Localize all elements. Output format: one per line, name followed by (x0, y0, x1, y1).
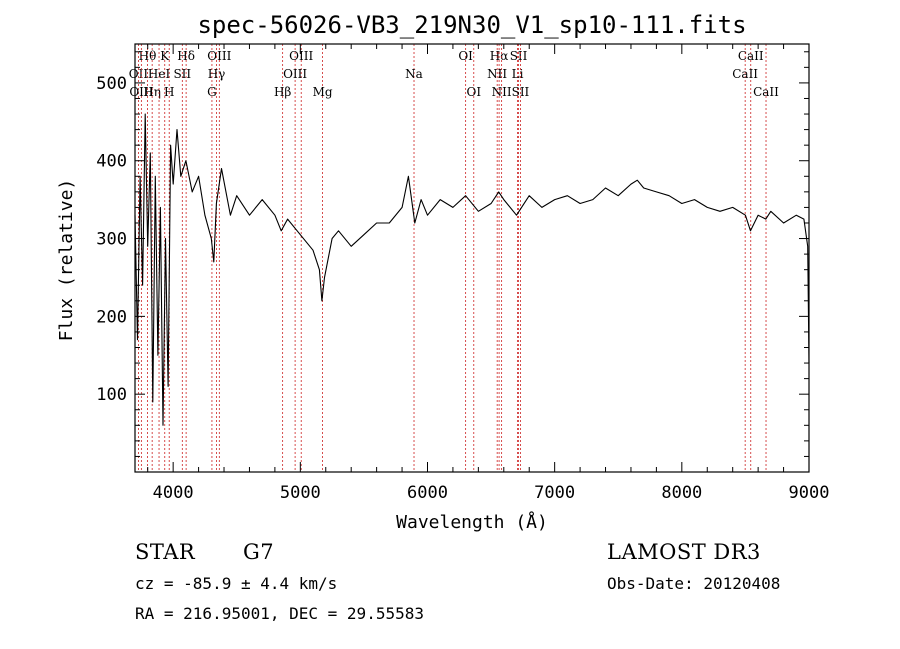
spectral-line-label: Na (405, 67, 423, 81)
spectral-line-label: OIII (207, 49, 231, 63)
spectral-line-label: K (160, 49, 170, 63)
y-tick-label: 300 (96, 230, 127, 250)
plot-frame (134, 43, 810, 473)
x-tick-label: 8000 (661, 483, 702, 503)
x-tick-label: 9000 (789, 483, 830, 503)
spectral-line-label: OI (458, 49, 473, 63)
spectral-line-label: Hβ (274, 85, 291, 99)
spectrum-series-line (134, 113, 810, 426)
y-axis-label: Flux (relative) (56, 179, 77, 342)
spectral-line-label: SII (512, 85, 530, 99)
spectral-line-label: H (164, 85, 174, 99)
x-tick-label: 4000 (153, 483, 194, 503)
survey-name: LAMOST DR3 (607, 540, 761, 564)
y-tick-label: 500 (96, 74, 127, 94)
spectral-line-label: CaII (753, 85, 779, 99)
x-tick-label: 6000 (407, 483, 448, 503)
observation-date: Obs-Date: 20120408 (607, 574, 781, 593)
x-tick-label: 7000 (534, 483, 575, 503)
spectral-line-label: NII (487, 67, 507, 81)
spectral-line-label: G (207, 85, 217, 99)
spectral-line-label: CaII (732, 67, 758, 81)
y-tick-label: 200 (96, 307, 127, 327)
spectral-line-label: HeI (148, 67, 171, 81)
spectral-line-label: Hδ (177, 49, 195, 63)
spectral-line-label: Mg (313, 85, 333, 99)
x-axis-label: Wavelength (Å) (396, 511, 548, 533)
spectral-line-label: OII (129, 67, 149, 81)
spectral-line-label: CaII (738, 49, 764, 63)
object-subclass: G7 (243, 540, 275, 564)
spectral-line-label: OI (466, 85, 481, 99)
spectral-line-label: OIII (289, 49, 313, 63)
chart-title: spec-56026-VB3_219N30_V1_sp10-111.fits (197, 11, 746, 39)
spectrum-data-layer (134, 113, 810, 426)
spectral-line-label: Hη (143, 85, 161, 99)
object-class: STAR (135, 540, 196, 564)
redshift-readout: cz = -85.9 ± 4.4 km/s (135, 574, 338, 593)
spectral-line-label: Li (512, 67, 524, 81)
y-tick-label: 100 (96, 385, 127, 405)
y-tick-label: 400 (96, 152, 127, 172)
axes-layer: 4000 5000 6000 7000 8000 9000 100 200 300 400 500 (96, 44, 829, 503)
spectral-line-label: Hα (490, 49, 509, 63)
spectral-line-label: SII (510, 49, 528, 63)
spectral-line-label: NII (492, 85, 512, 99)
x-tick-label: 5000 (280, 483, 321, 503)
spectral-line-label: Hγ (208, 67, 226, 81)
coordinates-readout: RA = 216.95001, DEC = 29.55583 (135, 604, 424, 623)
spectral-line-label: SII (173, 67, 191, 81)
spectral-line-label: OIII (283, 67, 307, 81)
